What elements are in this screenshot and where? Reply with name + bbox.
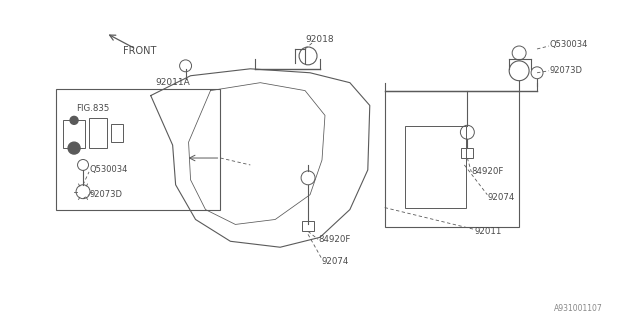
Text: 92073D: 92073D <box>549 66 582 75</box>
Text: Q530034: Q530034 <box>89 165 127 174</box>
Text: FIG.835: FIG.835 <box>76 104 109 113</box>
Text: 92011A: 92011A <box>156 78 191 87</box>
Bar <box>404 126 467 208</box>
Bar <box>385 91 519 228</box>
Text: 92011: 92011 <box>474 227 502 236</box>
Bar <box>111 124 123 142</box>
Bar <box>302 221 314 231</box>
Text: 92018: 92018 <box>305 35 333 44</box>
Bar <box>461 148 474 158</box>
Text: Q530034: Q530034 <box>549 39 588 49</box>
Circle shape <box>68 142 80 154</box>
Circle shape <box>70 116 78 124</box>
Text: 92074: 92074 <box>487 193 515 202</box>
Text: FRONT: FRONT <box>123 46 156 56</box>
Bar <box>56 89 220 210</box>
Text: 92073D: 92073D <box>89 190 122 199</box>
Text: 84920F: 84920F <box>471 167 504 176</box>
Bar <box>89 118 107 148</box>
Text: 92074: 92074 <box>322 257 349 266</box>
Bar <box>63 120 85 148</box>
Text: 84920F: 84920F <box>318 235 350 244</box>
Text: A931001107: A931001107 <box>554 304 603 313</box>
